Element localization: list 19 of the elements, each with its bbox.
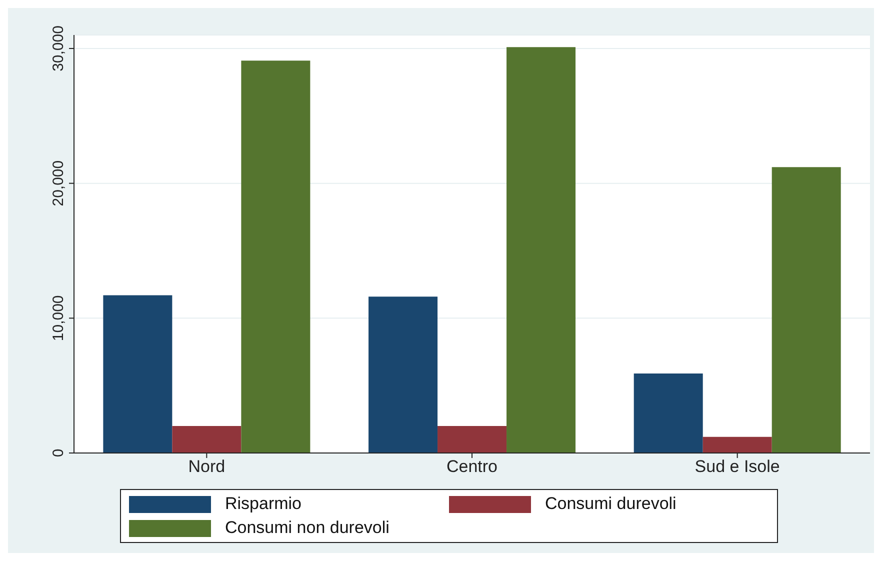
legend-label: Risparmio — [225, 494, 302, 514]
bar — [241, 60, 310, 453]
y-tick-label: 20,000 — [50, 160, 67, 206]
x-tick-label: Nord — [188, 457, 226, 476]
y-tick-label: 30,000 — [50, 26, 67, 72]
bar — [368, 296, 438, 453]
y-tick-label: 0 — [50, 448, 67, 458]
bar — [702, 436, 772, 453]
x-tick-label: Centro — [446, 457, 498, 476]
legend-label: Consumi durevoli — [545, 494, 676, 514]
bar — [772, 167, 841, 453]
bar — [172, 426, 242, 453]
y-tick-label: 10,000 — [50, 295, 67, 342]
x-tick-label: Sud e Isole — [694, 457, 780, 476]
bar — [634, 373, 703, 453]
bar — [103, 295, 172, 453]
bar — [438, 426, 507, 453]
bar — [506, 47, 576, 453]
legend-label: Consumi non durevoli — [225, 518, 390, 538]
